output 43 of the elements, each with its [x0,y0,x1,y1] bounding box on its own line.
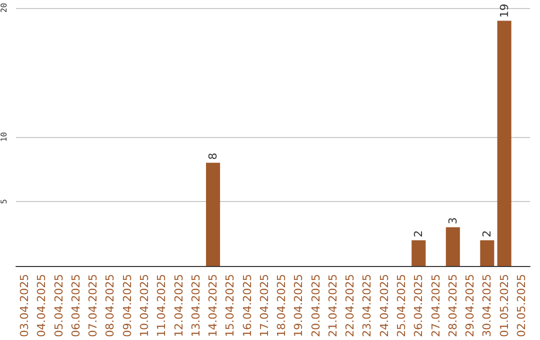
x-tick-label: 24.04.2025 [378,274,391,338]
x-tick-label: 18.04.2025 [275,274,288,338]
x-tick-label: 05.04.2025 [52,274,66,338]
data-label: 2 [412,230,426,238]
data-label: 19 [498,4,511,18]
x-tick-label: 20.04.2025 [309,274,322,338]
x-tick-label: 16.04.2025 [240,274,254,338]
x-tick-label: 17.04.2025 [258,274,271,338]
bar [412,240,426,266]
x-tick-label: 22.04.2025 [344,274,357,338]
data-label: 3 [446,217,460,224]
x-tick-label: 14.04.2025 [206,274,220,338]
data-label: 8 [206,152,220,160]
x-tick-label: 28.04.2025 [446,274,460,338]
x-tick-label: 12.04.2025 [172,274,186,338]
bar [480,240,494,266]
x-tick-label: 23.04.2025 [360,274,374,338]
x-tick-label: 02.05.2025 [514,274,528,338]
bar [497,20,512,266]
x-tick-label: 06.04.2025 [69,274,82,338]
x-tick-label: 01.05.2025 [498,274,511,338]
data-label: 2 [480,230,494,238]
x-tick-label: 29.04.2025 [464,274,477,338]
y-tick-label: 10 [0,132,8,142]
x-tick-label: 08.04.2025 [104,274,117,338]
x-tick-label: 25.04.2025 [395,274,408,338]
x-tick-label: 07.04.2025 [86,274,100,338]
x-tick-label: 03.04.2025 [18,274,32,338]
x-tick-label: 09.04.2025 [120,274,134,338]
x-tick-label: 27.04.2025 [429,274,442,338]
y-tick-label: 5 [0,198,8,204]
x-tick-label: 21.04.2025 [326,274,340,338]
bar [206,162,220,266]
x-tick-label: 30.04.2025 [480,274,494,338]
bar [446,227,460,266]
x-tick-label: 11.04.2025 [155,274,168,338]
x-tick-label: 04.04.2025 [35,274,48,338]
y-tick-label: 20 [0,2,8,13]
x-tick-label: 26.04.2025 [412,274,426,338]
x-tick-label: 19.04.2025 [292,274,306,338]
x-tick-label: 10.04.2025 [138,274,151,338]
x-tick-label: 13.04.2025 [189,274,202,338]
x-tick-label: 15.04.2025 [224,274,237,338]
